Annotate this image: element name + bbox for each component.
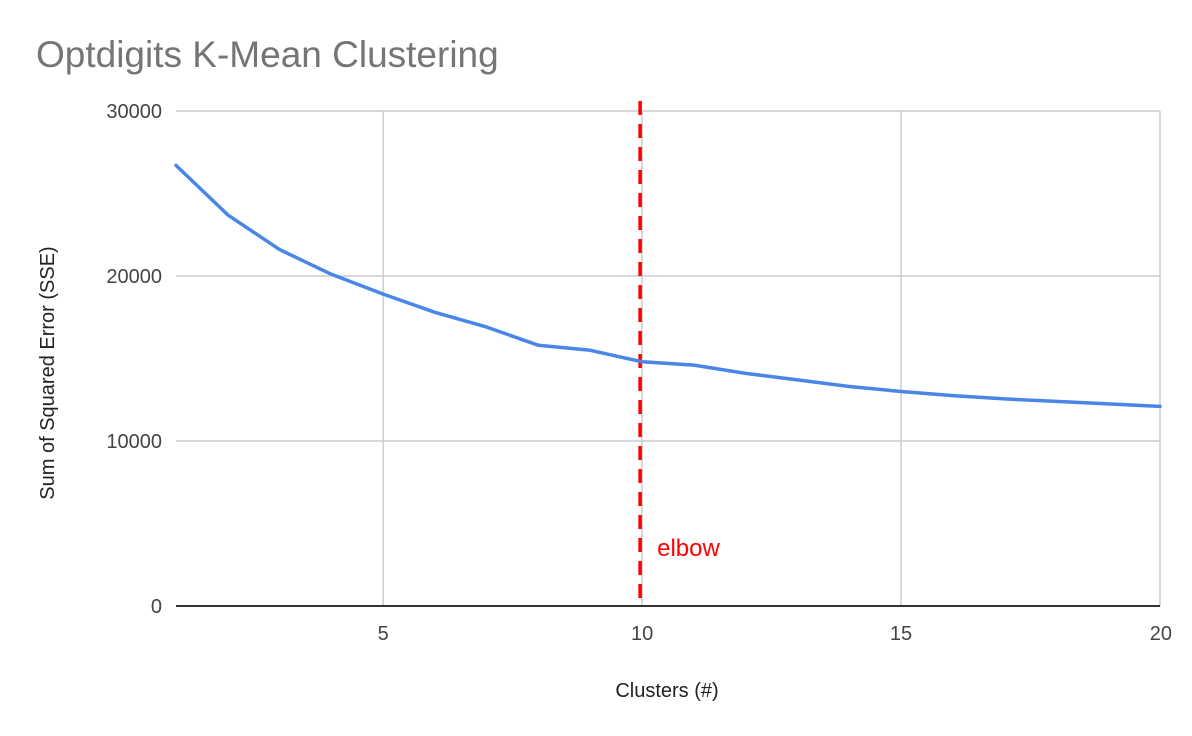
y-tick-label: 30000 [106, 101, 162, 123]
gridlines [176, 110, 1161, 607]
elbow-label: elbow [657, 535, 720, 562]
x-tick-label: 10 [631, 623, 653, 645]
x-axis-title: Clusters (#) [615, 680, 718, 702]
x-tick-label: 5 [378, 623, 389, 645]
y-axis-title: Sum of Squared Error (SSE) [37, 246, 59, 499]
x-tick-label: 20 [1150, 623, 1172, 645]
y-tick-label: 10000 [106, 431, 162, 453]
x-tick-label: 15 [890, 623, 912, 645]
y-tick-label: 20000 [106, 266, 162, 288]
series-layer [174, 163, 1162, 409]
series-line [174, 163, 1162, 409]
annotations: elbow [638, 101, 720, 606]
chart-title: Optdigits K-Mean Clustering [36, 34, 499, 75]
y-tick-label: 0 [151, 596, 162, 618]
tick-labels: 0 10000 20000 30000 5 10 15 20 [106, 101, 1172, 645]
